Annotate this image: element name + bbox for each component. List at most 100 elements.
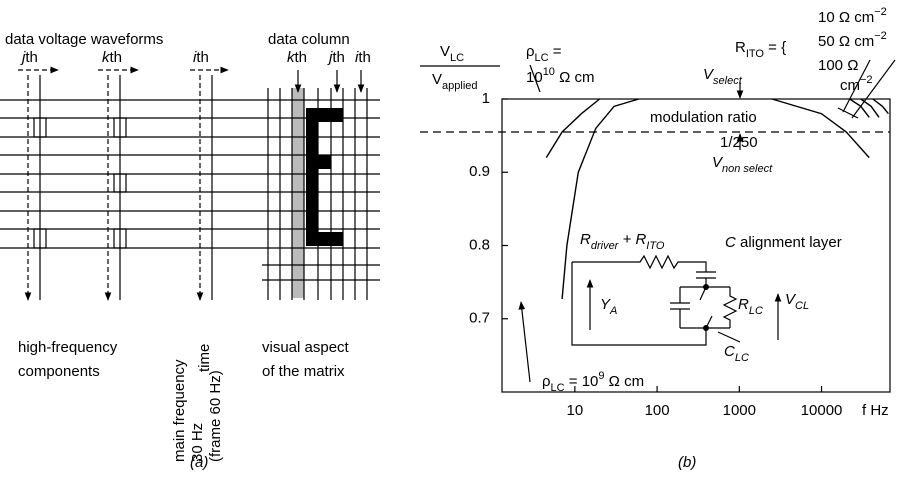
annotation-part: 1/250	[720, 134, 758, 151]
annotation-part: ρ	[542, 373, 551, 390]
annotation-part: LC	[735, 352, 749, 364]
annotation-part: R	[580, 231, 591, 248]
grid	[0, 88, 380, 300]
annotation-part: −2	[874, 30, 887, 42]
annotation: ρLC =	[526, 43, 562, 64]
annotation-part: cm	[840, 77, 860, 94]
circuit	[571, 254, 782, 346]
annotation-part: ITO	[646, 240, 665, 252]
curve	[771, 98, 870, 159]
annotation: cm−2	[840, 74, 873, 94]
annotation: Vselect	[703, 66, 743, 87]
column-label-part: k	[287, 49, 296, 66]
column-label: kth	[287, 49, 307, 66]
x-label: f Hz	[862, 402, 889, 419]
curve	[860, 98, 880, 118]
annotation-part: + R	[618, 231, 646, 248]
annotation-part: V	[785, 291, 797, 308]
y-tick-label: 0.9	[469, 163, 490, 180]
annotation: Rdriver + RITO	[580, 231, 665, 252]
waveforms	[18, 66, 365, 301]
annotation-part: C	[724, 343, 735, 360]
annotation-part: R	[738, 296, 749, 313]
annotation-part: C	[725, 234, 736, 251]
y-label-part: applied	[442, 80, 477, 92]
aspect-label: of the matrix	[262, 363, 345, 380]
annotation-part: −2	[860, 74, 873, 86]
main-frequency: (frame 60 Hz)	[207, 370, 224, 462]
annotation-part: non select	[722, 163, 773, 175]
annotation-part: Ω cm	[555, 69, 595, 86]
annotation: C alignment layer	[725, 234, 842, 251]
annotation-part: modulation ratio	[650, 109, 757, 126]
annotation-part: = {	[764, 39, 786, 56]
curve	[872, 98, 889, 115]
annotation-part: Ω cm	[605, 373, 645, 390]
annotation-part: ITO	[746, 48, 765, 60]
annotation-part: driver	[591, 240, 620, 252]
annotation-part: V	[703, 66, 715, 83]
annotation: ρLC = 109 Ω cm	[542, 370, 644, 394]
main-frequency: main frequency	[171, 359, 188, 462]
y-label: VLC	[440, 43, 464, 64]
x-tick-label: 10000	[801, 402, 843, 419]
waveform-label-part: j	[20, 49, 26, 66]
column-label-part: th	[295, 49, 308, 66]
annotation-part: 10	[526, 69, 543, 86]
curve	[545, 98, 601, 158]
annotation-part: 10 Ω cm	[818, 9, 874, 26]
annotation: 100 Ω	[818, 57, 858, 74]
column-title: data column	[268, 31, 350, 48]
column-label: jth	[327, 49, 345, 66]
column-label-part: th	[332, 49, 345, 66]
highlight-column	[292, 88, 304, 298]
y-label-part: LC	[450, 52, 464, 64]
annotation: 50 Ω cm−2	[818, 30, 887, 50]
curve	[561, 98, 639, 300]
waveform-label-part: i	[193, 49, 197, 66]
aspect-label: visual aspect	[262, 339, 350, 356]
annotation-part: R	[735, 39, 746, 56]
annotation-part: 50 Ω cm	[818, 33, 874, 50]
main-frequency: 30 Hz	[189, 423, 206, 462]
annotation: Vnon select	[712, 154, 773, 175]
annotation-part: alignment layer	[736, 234, 842, 251]
annotation-part: 10	[543, 66, 555, 78]
annotation: YA	[600, 296, 617, 317]
annotation: 1010 Ω cm	[526, 66, 594, 86]
curve	[849, 98, 870, 118]
caption: (b)	[678, 454, 696, 471]
annotation-part: LC	[551, 382, 565, 394]
waveform-label-part: th	[25, 49, 38, 66]
annotation-part: −2	[874, 6, 887, 18]
waveform-label: jth	[20, 49, 38, 66]
annotation: 10 Ω cm−2	[818, 6, 887, 26]
annotation: modulation ratio	[650, 109, 757, 126]
waveforms-title: data voltage waveforms	[5, 31, 163, 48]
column-label: ith	[355, 49, 371, 66]
y-label: Vapplied	[432, 71, 478, 92]
panel-a	[0, 66, 380, 301]
column-label-part: j	[327, 49, 333, 66]
waveform-label-part: th	[196, 49, 209, 66]
annotation-part: CL	[795, 300, 809, 312]
waveform-label: ith	[193, 49, 209, 66]
y-tick-label: 0.7	[469, 310, 490, 327]
annotation-part: =	[549, 43, 562, 60]
column-label-part: i	[355, 49, 359, 66]
annotation-part: 100 Ω	[818, 57, 858, 74]
annotation-part: 9	[598, 370, 604, 382]
x-tick-label: 100	[645, 402, 670, 419]
y-tick-label: 0.8	[469, 236, 490, 253]
annotation-part: Y	[600, 296, 611, 313]
y-label-part: V	[432, 71, 442, 88]
annotation-part: LC	[749, 305, 763, 317]
waveform-label-part: th	[110, 49, 123, 66]
hf-label: high-frequency	[18, 339, 118, 356]
y-label-part: V	[440, 43, 450, 60]
waveform-label-part: k	[102, 49, 111, 66]
annotation-part: A	[609, 305, 617, 317]
annotation-part: ρ	[526, 43, 535, 60]
time-label: time	[196, 344, 213, 372]
